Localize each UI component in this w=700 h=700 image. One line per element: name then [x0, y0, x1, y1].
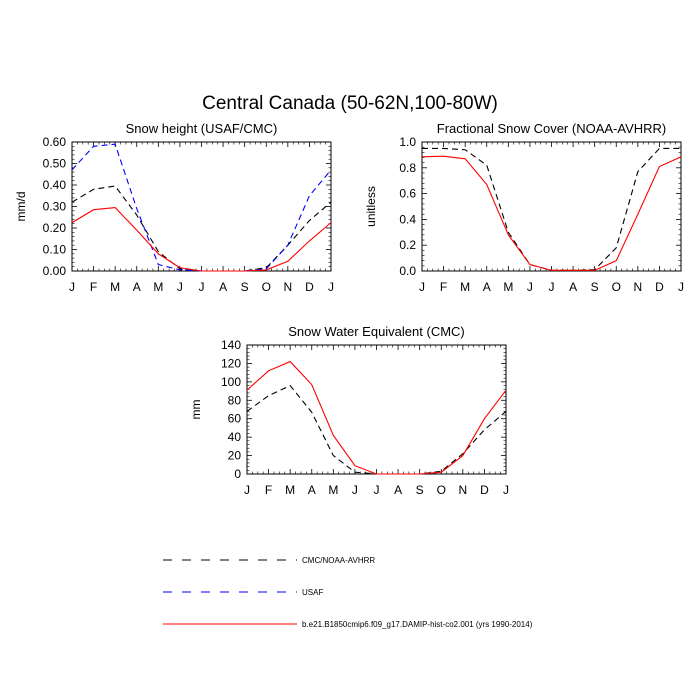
x-tick-label: O	[612, 280, 621, 294]
series-line-2	[421, 155, 682, 271]
x-tick-label: M	[153, 280, 163, 294]
figure-title: Central Canada (50-62N,100-80W)	[202, 93, 498, 114]
y-tick-label: 0.0	[399, 264, 416, 278]
x-tick-label: M	[460, 280, 470, 294]
series-line-2	[246, 360, 507, 475]
x-tick-label: S	[241, 280, 249, 294]
series-line-1	[422, 147, 681, 271]
y-tick-label: 0.8	[399, 161, 416, 175]
y-tick-label: 140	[221, 338, 241, 352]
x-tick-label: M	[285, 483, 295, 497]
y-tick-label: 0.50	[43, 157, 67, 171]
y-tick-label: 100	[221, 375, 241, 389]
x-tick-label: A	[219, 280, 227, 294]
x-tick-label: F	[265, 483, 272, 497]
y-tick-label: 0.4	[399, 212, 416, 226]
x-tick-label: J	[678, 280, 684, 294]
chart-panel-2: Fractional Snow Cover (NOAA-AVHRR) unitle…	[364, 121, 684, 294]
plot-frame	[71, 141, 332, 272]
x-tick-label: S	[416, 483, 424, 497]
x-tick-label: J	[328, 280, 334, 294]
x-tick-label: F	[440, 280, 447, 294]
y-axis-label: mm	[189, 400, 203, 420]
x-tick-label: S	[591, 280, 599, 294]
x-tick-label: J	[503, 483, 509, 497]
x-tick-label: J	[419, 280, 425, 294]
x-tick-label: J	[244, 483, 250, 497]
x-tick-label: O	[437, 483, 446, 497]
plot-frame	[246, 344, 507, 475]
y-tick-label: 40	[228, 430, 242, 444]
y-tick-label: 0.10	[43, 243, 67, 257]
x-tick-label: A	[308, 483, 316, 497]
y-tick-label: 120	[221, 356, 241, 370]
legend-label: b.e21.B1850cmip6.f09_g17.DAMIP-hist-co2.…	[302, 620, 533, 629]
x-tick-label: F	[90, 280, 97, 294]
x-tick-label: J	[352, 483, 358, 497]
chart-panel-1: Snow height (USAF/CMC)mm/dJ F M A M J J A S O N D J0…	[14, 121, 334, 294]
y-tick-label: 0.2	[399, 238, 416, 252]
x-tick-label: D	[305, 280, 314, 294]
x-tick-label: A	[133, 280, 141, 294]
x-tick-label: D	[480, 483, 489, 497]
y-axis-label: unitless	[364, 186, 378, 227]
x-tick-label: J	[549, 280, 555, 294]
y-tick-label: 0.00	[43, 264, 67, 278]
x-tick-label: A	[394, 483, 402, 497]
x-tick-label: M	[328, 483, 338, 497]
plot-frame	[421, 141, 682, 272]
y-axis-label: mm/d	[14, 192, 28, 222]
y-tick-label: 80	[228, 393, 242, 407]
x-tick-label: N	[633, 280, 642, 294]
x-tick-label: O	[262, 280, 271, 294]
panel-title: Snow Water Equivalent (CMC)	[288, 324, 465, 339]
x-tick-label: A	[483, 280, 491, 294]
x-tick-label: J	[69, 280, 75, 294]
y-tick-label: 0.20	[43, 221, 67, 235]
x-tick-label: N	[458, 483, 467, 497]
y-tick-label: 0.6	[399, 187, 416, 201]
x-tick-label: M	[503, 280, 513, 294]
x-tick-label: N	[283, 280, 292, 294]
y-tick-label: 0	[234, 467, 241, 481]
legend-label: USAF	[302, 588, 323, 597]
y-tick-label: 0.40	[43, 178, 67, 192]
series-line-1	[71, 185, 332, 272]
x-tick-label: J	[199, 280, 205, 294]
series-line-1	[246, 384, 507, 475]
x-tick-label: J	[177, 280, 183, 294]
panel-title: Fractional Snow Cover (NOAA-AVHRR)	[437, 121, 666, 136]
x-tick-label: J	[374, 483, 380, 497]
chart-panel-3: Snow Water Equivalent (CMC)mmJ F M A M J J A S O N…	[189, 324, 509, 497]
legend: CMC/NOAA-AVHRR USAF b.e21.B1850cmip6.f09_g…	[163, 556, 533, 629]
x-tick-label: M	[110, 280, 120, 294]
y-tick-label: 20	[228, 449, 242, 463]
y-tick-label: 0.60	[43, 135, 67, 149]
x-tick-label: D	[655, 280, 664, 294]
y-tick-label: 60	[228, 412, 242, 426]
legend-label: CMC/NOAA-AVHRR	[302, 556, 375, 565]
y-tick-label: 1.0	[399, 135, 416, 149]
y-tick-label: 0.30	[43, 200, 67, 214]
x-tick-label: A	[569, 280, 577, 294]
x-tick-label: J	[527, 280, 533, 294]
chart-panels: Snow height (USAF/CMC)mm/dJ F M A M J J A S O N D J0…	[14, 121, 684, 497]
series-line-3	[71, 206, 332, 272]
panel-title: Snow height (USAF/CMC)	[126, 121, 278, 136]
